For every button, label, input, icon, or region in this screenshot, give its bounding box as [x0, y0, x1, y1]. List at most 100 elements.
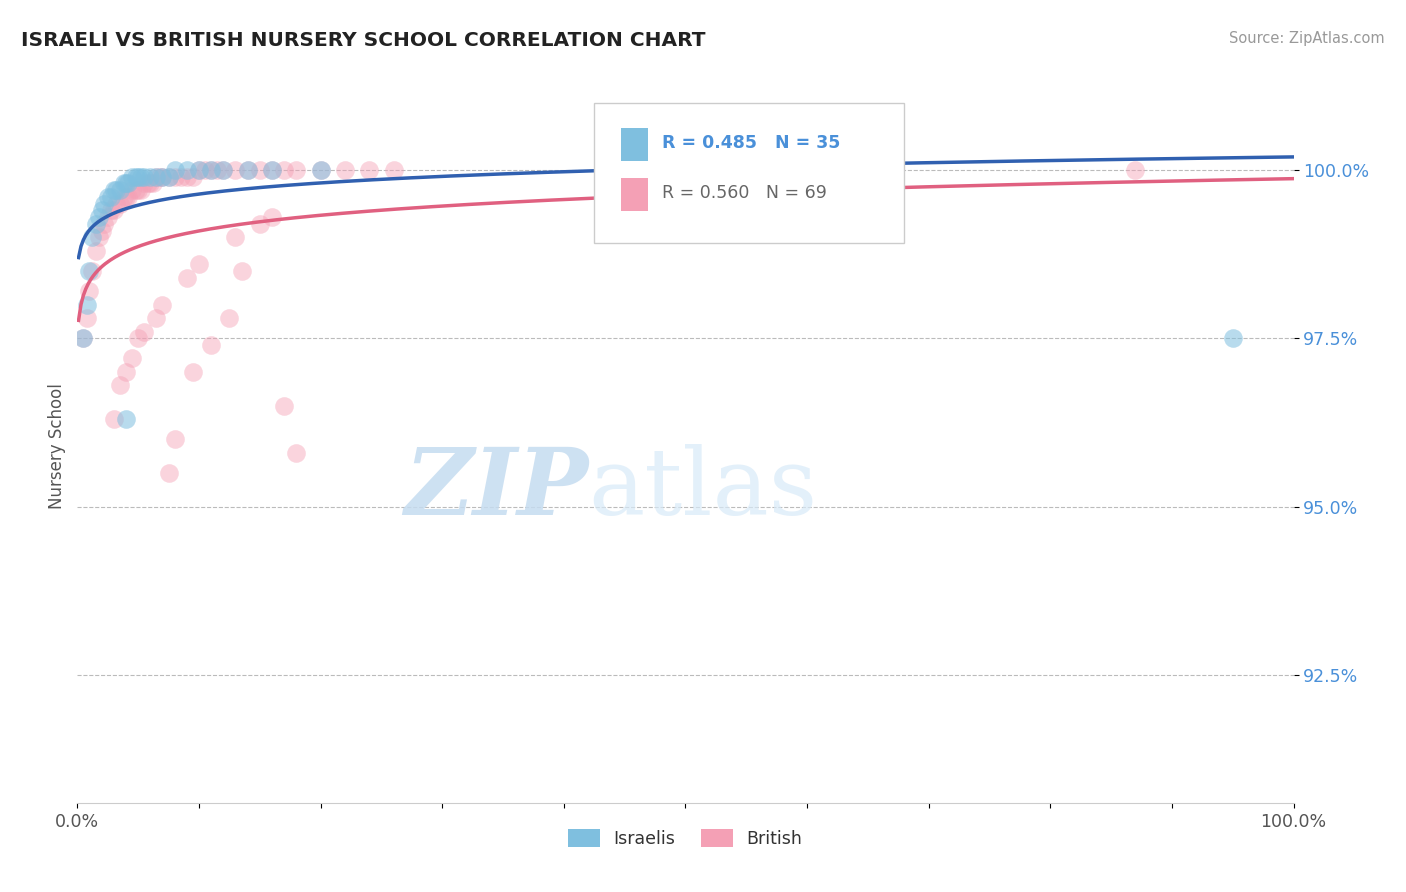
Point [176, 270, 198, 285]
Point [273, 399, 295, 413]
Text: R = 0.560   N = 69: R = 0.560 N = 69 [662, 184, 827, 202]
Text: ISRAELI VS BRITISH NURSERY SCHOOL CORRELATION CHART: ISRAELI VS BRITISH NURSERY SCHOOL CORREL… [21, 31, 706, 50]
Text: Source: ZipAtlas.com: Source: ZipAtlas.com [1229, 31, 1385, 46]
Point [105, 196, 128, 211]
Point [89, 230, 111, 244]
Point [145, 169, 167, 184]
Bar [621, 178, 648, 211]
Point [129, 183, 152, 197]
Point [76, 311, 98, 326]
Point [200, 163, 222, 178]
Point [112, 190, 135, 204]
Point [112, 177, 135, 191]
Point [76, 298, 98, 312]
Point [121, 351, 143, 366]
Point [145, 311, 167, 326]
Point [212, 163, 235, 178]
Point [260, 210, 283, 224]
Point [163, 169, 186, 184]
Point [382, 163, 405, 178]
Point [97, 210, 120, 224]
Text: R = 0.485   N = 35: R = 0.485 N = 35 [662, 134, 841, 152]
Point [90, 223, 112, 237]
Point [212, 163, 235, 178]
Point [142, 177, 165, 191]
Point [121, 169, 143, 184]
Point [80, 264, 103, 278]
Point [236, 163, 259, 178]
Point [89, 210, 111, 224]
Point [103, 183, 125, 197]
Point [80, 230, 103, 244]
Point [285, 446, 308, 460]
Text: atlas: atlas [588, 444, 817, 533]
Point [149, 169, 172, 184]
Point [309, 163, 332, 178]
Point [181, 169, 204, 184]
Point [152, 169, 174, 184]
Point [121, 183, 143, 197]
Point [90, 203, 112, 218]
Y-axis label: Nursery School: Nursery School [48, 383, 66, 509]
Point [79, 284, 101, 298]
Point [163, 432, 186, 446]
Point [188, 163, 211, 178]
Point [136, 177, 159, 191]
Point [108, 378, 131, 392]
Point [163, 163, 186, 178]
Point [249, 163, 271, 178]
Point [134, 325, 156, 339]
Point [157, 466, 180, 480]
Point [152, 169, 174, 184]
Point [115, 365, 138, 379]
Point [224, 163, 246, 178]
Point [218, 311, 240, 326]
Point [200, 338, 222, 352]
Point [224, 230, 246, 244]
Point [134, 169, 156, 184]
Point [103, 203, 125, 218]
Text: ZIP: ZIP [404, 444, 588, 533]
FancyBboxPatch shape [595, 103, 904, 243]
Point [108, 196, 131, 211]
Point [139, 177, 162, 191]
Point [117, 177, 139, 191]
Bar [621, 128, 648, 161]
Point [260, 163, 283, 178]
Point [100, 190, 122, 204]
Point [181, 365, 204, 379]
Point [205, 163, 228, 178]
Point [125, 169, 148, 184]
Point [285, 163, 308, 178]
Point [84, 244, 107, 258]
Point [194, 163, 217, 178]
Point [93, 196, 115, 211]
Point [1222, 331, 1244, 345]
Point [97, 190, 120, 204]
Point [157, 169, 180, 184]
Point [1125, 163, 1147, 178]
Point [176, 169, 198, 184]
Point [105, 183, 128, 197]
Point [117, 190, 139, 204]
Point [134, 177, 156, 191]
Point [176, 163, 198, 178]
Point [127, 169, 149, 184]
Point [93, 217, 115, 231]
Point [72, 331, 94, 345]
Point [359, 163, 381, 178]
Point [127, 183, 149, 197]
Point [129, 169, 152, 184]
Point [103, 412, 125, 426]
Point [115, 412, 138, 426]
Point [100, 203, 122, 218]
Point [309, 163, 332, 178]
Point [84, 217, 107, 231]
Point [115, 190, 138, 204]
Point [152, 298, 174, 312]
Point [236, 163, 259, 178]
Point [249, 217, 271, 231]
Point [157, 169, 180, 184]
Point [115, 177, 138, 191]
Point [231, 264, 253, 278]
